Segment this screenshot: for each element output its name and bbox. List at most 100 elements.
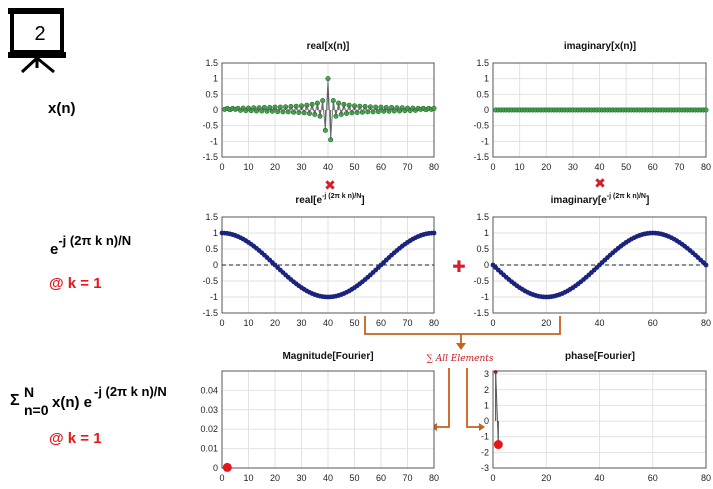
times-icon-2: ✖ <box>594 176 606 192</box>
y-tick-label: 0 <box>484 105 489 115</box>
x-tick-label: 50 <box>349 318 359 328</box>
plot-frame <box>221 370 435 469</box>
y-tick-label: 0 <box>484 260 489 270</box>
x-tick-label: 10 <box>515 162 525 172</box>
y-tick-label: 0.5 <box>205 244 218 254</box>
y-tick-label: 0.02 <box>200 424 218 434</box>
x-tick-label: 20 <box>270 318 280 328</box>
x-tick-label: 70 <box>402 162 412 172</box>
x-tick-label: 40 <box>323 473 333 483</box>
y-tick-label: 0 <box>213 105 218 115</box>
x-tick-label: 60 <box>376 318 386 328</box>
series-line <box>224 78 435 140</box>
title-imag-exp: imaginary[e-j (2π k n)/N] <box>551 193 650 206</box>
sum-upper: N <box>24 384 35 400</box>
times-icon-1: ✖ <box>324 178 336 194</box>
exp-base: e <box>50 241 59 258</box>
chart-imag-xn: 0 10 20 30 40 50 60 70 80 1.5 1 0.5 0 -0.5 -1 -1.5 <box>473 58 711 172</box>
label-k-2: @ k = 1 <box>49 430 102 447</box>
x-tick-label: 40 <box>594 473 604 483</box>
x-tick-label: 40 <box>594 318 604 328</box>
label-xn: x(n) <box>48 100 76 117</box>
sum-expr: x(n) e <box>52 394 93 411</box>
title-real-exp: real[e-j (2π k n)/N] <box>295 193 364 206</box>
y-tick-label: -1 <box>481 292 489 302</box>
x-tick-label: 50 <box>621 162 631 172</box>
x-tick-label: 40 <box>594 162 604 172</box>
x-tick-label: 40 <box>323 318 333 328</box>
x-tick-label: 80 <box>429 473 439 483</box>
sum-lower: n=0 <box>24 402 49 418</box>
y-tick-label: 0.03 <box>200 405 218 415</box>
presentation-board-icon: 2 <box>8 8 66 74</box>
plus-icon: ✚ <box>452 257 465 276</box>
x-tick-label: 0 <box>490 162 495 172</box>
y-tick-label: -3 <box>481 463 489 473</box>
x-tick-label: 0 <box>219 318 224 328</box>
x-tick-label: 10 <box>243 162 253 172</box>
x-tick-label: 20 <box>270 162 280 172</box>
slide-number: 2 <box>34 23 45 45</box>
y-tick-label: 1 <box>213 74 218 84</box>
y-tick-label: -0.5 <box>202 121 218 131</box>
x-tick-label: 80 <box>701 473 711 483</box>
x-tick-label: 20 <box>541 318 551 328</box>
x-tick-label: 10 <box>243 473 253 483</box>
x-tick-label: 60 <box>376 162 386 172</box>
x-tick-label: 10 <box>243 318 253 328</box>
y-tick-label: -1.5 <box>202 308 218 318</box>
chart-phase: 0 20 40 60 80 3 2 1 0 -1 -2 -3 <box>481 369 711 483</box>
chart-magnitude: 0 10 20 30 40 50 60 70 80 0.04 0.03 0.02 0.01 0 <box>200 370 439 483</box>
x-tick-label: 70 <box>674 162 684 172</box>
chart-real-xn: 0 10 20 30 40 50 60 70 80 1.5 1 0.5 0 -0.5 -1 -1.5 <box>202 58 439 172</box>
data-point <box>703 262 709 268</box>
y-tick-label: 1.5 <box>205 58 218 68</box>
x-tick-label: 50 <box>349 473 359 483</box>
y-tick-label: -1.5 <box>473 152 489 162</box>
sum-power: -j (2π k n)/N <box>94 384 167 399</box>
y-tick-label: -1.5 <box>202 152 218 162</box>
x-tick-label: 70 <box>402 473 412 483</box>
x-tick-label: 30 <box>296 162 306 172</box>
x-tick-label: 80 <box>429 318 439 328</box>
title-phase: phase[Fourier] <box>565 351 635 362</box>
y-tick-label: 0 <box>484 416 489 426</box>
y-tick-label: -1 <box>481 432 489 442</box>
y-tick-label: 1.5 <box>476 212 489 222</box>
x-tick-label: 0 <box>219 162 224 172</box>
label-exponential: e-j (2π k n)/N <box>50 233 132 258</box>
x-tick-label: 30 <box>568 162 578 172</box>
x-tick-label: 20 <box>541 162 551 172</box>
sum-connector <box>364 316 561 428</box>
y-tick-label: 0.5 <box>476 244 489 254</box>
y-tick-label: 0.5 <box>476 89 489 99</box>
sum-symbol: Σ <box>10 392 20 409</box>
y-tick-label: -2 <box>481 447 489 457</box>
x-tick-label: 20 <box>541 473 551 483</box>
arrow-right-icon <box>479 423 485 431</box>
sum-all-elements: ∑ All Elements <box>426 354 493 364</box>
title-real-xn: real[x(n)] <box>307 41 350 52</box>
y-tick-label: 1 <box>484 74 489 84</box>
x-tick-label: 70 <box>402 318 412 328</box>
arrow-down-icon <box>456 343 466 350</box>
x-tick-label: 50 <box>349 162 359 172</box>
x-tick-label: 40 <box>323 162 333 172</box>
x-tick-label: 0 <box>219 473 224 483</box>
y-tick-label: 1 <box>484 228 489 238</box>
label-k-1: @ k = 1 <box>49 275 102 292</box>
y-tick-label: 0 <box>213 260 218 270</box>
x-tick-label: 80 <box>701 162 711 172</box>
highlight-point <box>222 462 232 472</box>
y-tick-label: 0.5 <box>205 89 218 99</box>
x-tick-label: 60 <box>648 318 658 328</box>
y-tick-label: 3 <box>484 369 489 379</box>
y-tick-label: -1.5 <box>473 308 489 318</box>
y-tick-label: 2 <box>484 385 489 395</box>
x-tick-label: 60 <box>648 162 658 172</box>
y-tick-label: 0.01 <box>200 444 218 454</box>
y-tick-label: 0 <box>213 463 218 473</box>
exp-power: -j (2π k n)/N <box>58 233 132 248</box>
y-tick-label: -1 <box>210 136 218 146</box>
